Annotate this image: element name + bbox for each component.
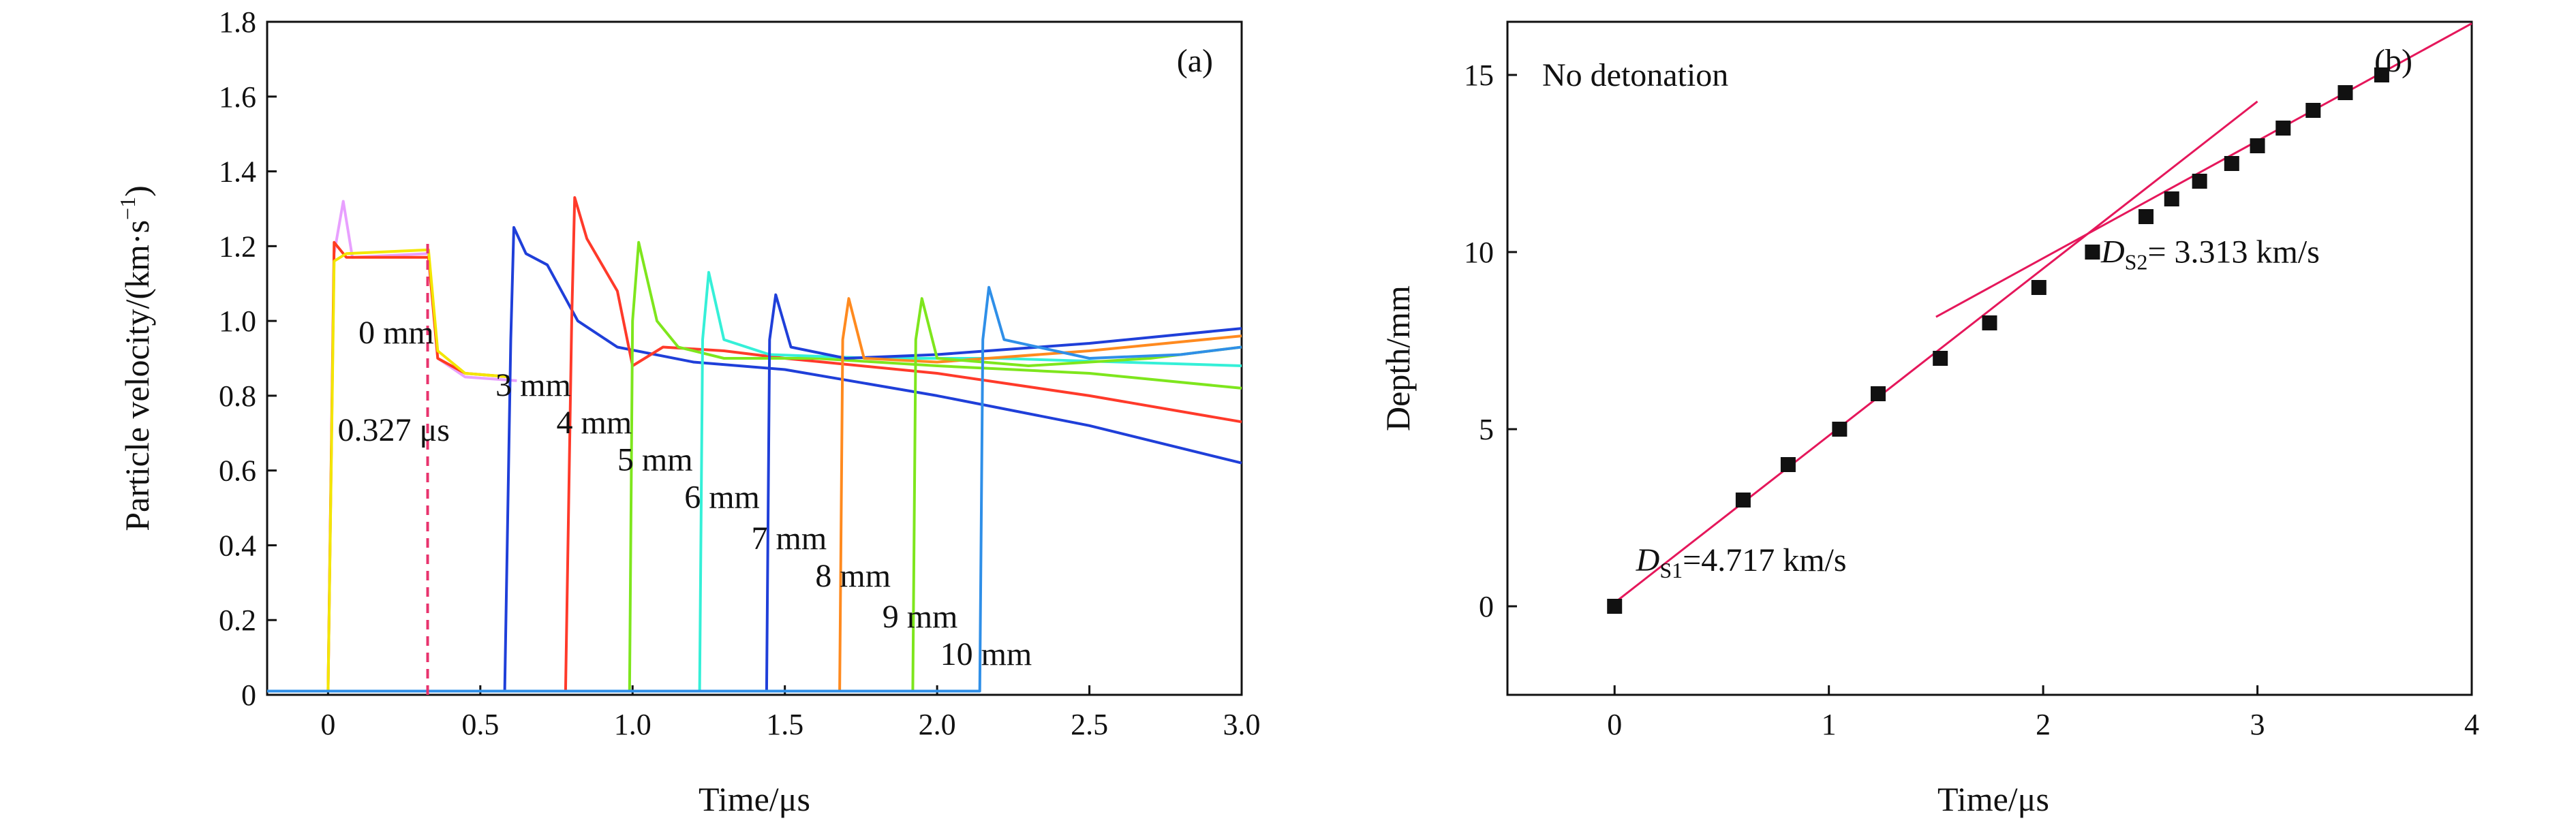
panel-b-data-point [2085,245,2100,260]
panel-b-data-point [2164,191,2179,206]
panel-b-plot-frame [1506,20,2473,696]
panel-b-fit-label: DS1=4.717 km/s [1636,542,1847,582]
panel-b-data-point [1735,493,1751,508]
panel-a-label: (a) [1177,43,1213,79]
panel-b-data-point [1870,386,1886,401]
panel-b-y-tick-label: 10 [1464,236,1494,269]
panel-b-fit-lines [1614,22,2472,604]
panel-a-series [267,196,1242,693]
panel-b-fit-label-value: =4.717 km/s [1683,542,1846,578]
panel-a-x-tick-label: 0 [320,708,335,741]
panel-b-data-point [2224,156,2239,171]
panel-b-data-point [2250,138,2265,153]
panel-a-series-line [267,297,1242,693]
panel-a-series-annotation: 0 mm [358,315,434,351]
panel-a-y-axis-label-close: ) [118,185,156,197]
panel-b-label: (b) [2374,43,2412,79]
panel-b-data-point [1832,422,1847,437]
panel-a-series-line [267,240,511,693]
panel-b-data-point [2275,121,2291,136]
panel-a-x-tick-label: 3.0 [1223,708,1261,741]
panel-a-y-axis-label-main: Particle velocity/(km·s [118,220,156,531]
panel-a-y-tick-label: 0.8 [219,379,256,413]
panel-a-y-tick-label: 0 [241,678,256,712]
panel-b-y-tick-label: 5 [1479,413,1494,446]
panel-a-series-annotation: 7 mm [752,520,827,557]
panel-a-y-tick-label: 1.2 [219,230,256,263]
panel-b-y-ticks: 0 5 10 15 [1464,59,1517,623]
panel-a-x-tick-label: 1.0 [614,708,651,741]
panel-b-x-ticks: 0 1 2 3 4 [1607,685,2479,741]
panel-b-y-tick-label: 15 [1464,59,1494,92]
panel-b-fit-label-subscript: S1 [1659,558,1683,582]
panel-a-marker-label: 0.327 μs [338,412,450,448]
panel-a-series-annotation: 3 mm [495,367,571,403]
panel-b-fit-label: DS2= 3.313 km/s [2100,234,2320,275]
panel-a-y-tick-label: 0.6 [219,454,256,488]
panel-b-fit-label-subscript: S2 [2125,250,2148,275]
panel-b-points [1607,67,2389,614]
panel-a-series-line [267,285,1242,693]
panel-a-series-line [267,270,1242,693]
panel-a-series-annotation: 9 mm [883,599,958,635]
panel-b-data-point [2374,67,2389,82]
panel-b-y-axis-label: Depth/mm [1379,285,1417,431]
panel-a-x-tick-label: 0.5 [461,708,499,741]
panel-a-series-line [267,248,511,693]
panel-b-fit-label-value: = 3.313 km/s [2147,234,2319,270]
panel-a-x-ticks: 0 0.5 1.0 1.5 2.0 2.5 3.0 [320,685,1261,741]
panel-a-series-annotation: 6 mm [684,480,760,516]
panel-b-data-point [1982,315,1997,330]
panel-b-x-axis-label: Time/μs [1937,780,2049,818]
panel-b-x-tick-label: 0 [1607,708,1622,741]
panel-b-data-point [1933,351,1948,366]
panel-a-series-annotation: 10 mm [940,636,1032,672]
panel-b-x-tick-label: 4 [2464,708,2479,741]
panel-a-series-annotation: 4 mm [557,405,632,441]
panel-a-y-ticks: 0 0.2 0.4 0.6 0.8 1.0 1.2 1.4 1.6 1.8 [219,5,277,712]
panel-a-y-tick-label: 1.0 [219,305,256,338]
panel-b-title: No detonation [1542,57,1728,93]
panel-a-series-annotation: 5 mm [617,442,693,478]
panel-a-y-tick-label: 0.2 [219,604,256,637]
panel-a-plot-frame [266,20,1243,696]
panel-b-x-tick-label: 3 [2250,708,2265,741]
panel-a-series-line [267,225,1242,693]
panel-b-data-point [1780,457,1796,472]
panel-a-x-tick-label: 2.0 [919,708,956,741]
panel-a-y-tick-label: 1.8 [219,5,256,39]
panel-a-x-tick-label: 1.5 [766,708,803,741]
panel-b-data-point [2192,174,2207,189]
panel-b-fit-label-symbol: D [1636,542,1660,578]
panel-b-fit-label-symbol: D [2100,234,2125,270]
panel-a-series-line [267,240,1242,693]
panel-a-chart: 0 0.5 1.0 1.5 2.0 2.5 3.0 0 0.2 0.4 0.6 0.8 1.0 1.2 1… [115,5,1261,818]
panel-a-x-axis-label: Time/μs [699,780,810,818]
panel-b-data-point [2031,280,2046,295]
panel-b-data-point [2305,103,2321,118]
panel-b-data-point [1607,599,1623,614]
panel-b-y-tick-label: 0 [1479,590,1494,623]
panel-a-y-tick-label: 1.4 [219,155,256,189]
panel-a-x-tick-label: 2.5 [1071,708,1108,741]
panel-b-data-point [2337,85,2353,100]
panel-a-series-annotation: 8 mm [815,558,891,594]
panel-b-data-point [2138,209,2154,224]
panel-a-y-axis-label: Particle velocity/(km·s−1) [115,185,156,531]
panel-a-y-axis-label-sup: −1 [115,197,140,220]
panel-a-y-tick-label: 1.6 [219,80,256,114]
panel-a-marker-line: 0.327 μs [338,242,450,695]
panel-a-y-tick-label: 0.4 [219,529,256,562]
panel-b-x-tick-label: 2 [2036,708,2051,741]
panel-b-x-tick-label: 1 [1822,708,1837,741]
